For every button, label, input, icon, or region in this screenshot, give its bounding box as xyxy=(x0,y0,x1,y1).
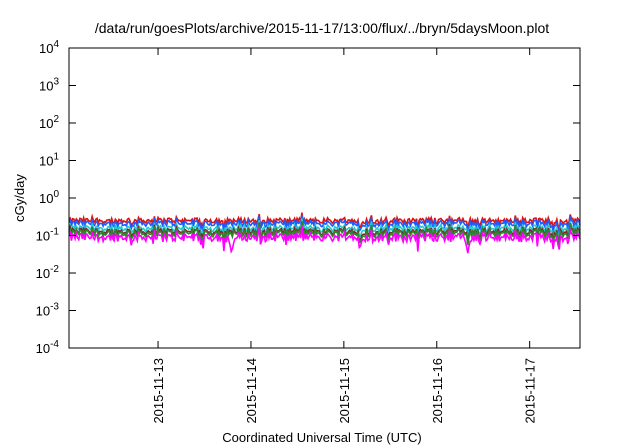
y-tick-label: 101 xyxy=(39,152,59,169)
y-tick-exponent: -2 xyxy=(50,264,59,275)
y-tick-label: 103 xyxy=(39,77,59,94)
y-tick-base: 10 xyxy=(36,266,50,281)
y-tick-exponent: 3 xyxy=(53,77,59,88)
x-tick-label: 2015-11-15 xyxy=(337,358,352,424)
x-tick-label: 2015-11-16 xyxy=(430,358,445,424)
y-axis-label: cGy/day xyxy=(12,174,27,222)
y-tick-base: 10 xyxy=(36,304,50,319)
y-tick-exponent: 2 xyxy=(53,114,59,125)
x-axis: 2015-11-13 2015-11-14 2015-11-15 2015-11-16… xyxy=(151,48,538,424)
y-tick-base: 10 xyxy=(36,341,50,356)
y-tick-label: 102 xyxy=(39,114,59,131)
y-tick-exponent: -4 xyxy=(50,339,59,350)
series-line xyxy=(68,222,581,247)
x-tick-label: 2015-11-13 xyxy=(151,358,166,424)
plot-frame xyxy=(68,47,581,349)
y-tick-base: 10 xyxy=(39,191,53,206)
y-tick-exponent: 4 xyxy=(53,39,59,50)
x-tick-label: 2015-11-17 xyxy=(523,358,538,424)
x-axis-label: Coordinated Universal Time (UTC) xyxy=(222,430,421,445)
x-tick-label: 2015-11-14 xyxy=(244,358,259,424)
y-tick-base: 10 xyxy=(39,41,53,56)
y-tick-label: 104 xyxy=(39,39,59,56)
y-tick-label: 10-1 xyxy=(36,227,60,244)
y-tick-base: 10 xyxy=(39,79,53,94)
y-tick-label: 10-2 xyxy=(36,264,60,281)
y-tick-exponent: -3 xyxy=(50,302,59,313)
chart-title: /data/run/goesPlots/archive/2015-11-17/1… xyxy=(95,20,549,36)
y-tick-exponent: -1 xyxy=(50,227,59,238)
y-tick-base: 10 xyxy=(39,154,53,169)
y-tick-exponent: 1 xyxy=(53,152,59,163)
series-line xyxy=(68,214,581,235)
y-tick-label: 10-4 xyxy=(36,339,60,356)
y-tick-base: 10 xyxy=(36,229,50,244)
y-tick-exponent: 0 xyxy=(53,189,59,200)
series-layer xyxy=(68,212,581,254)
series-line xyxy=(68,218,581,240)
y-tick-label: 100 xyxy=(39,189,59,206)
series-line xyxy=(68,225,581,254)
y-tick-base: 10 xyxy=(39,116,53,131)
y-tick-label: 10-3 xyxy=(36,302,60,319)
